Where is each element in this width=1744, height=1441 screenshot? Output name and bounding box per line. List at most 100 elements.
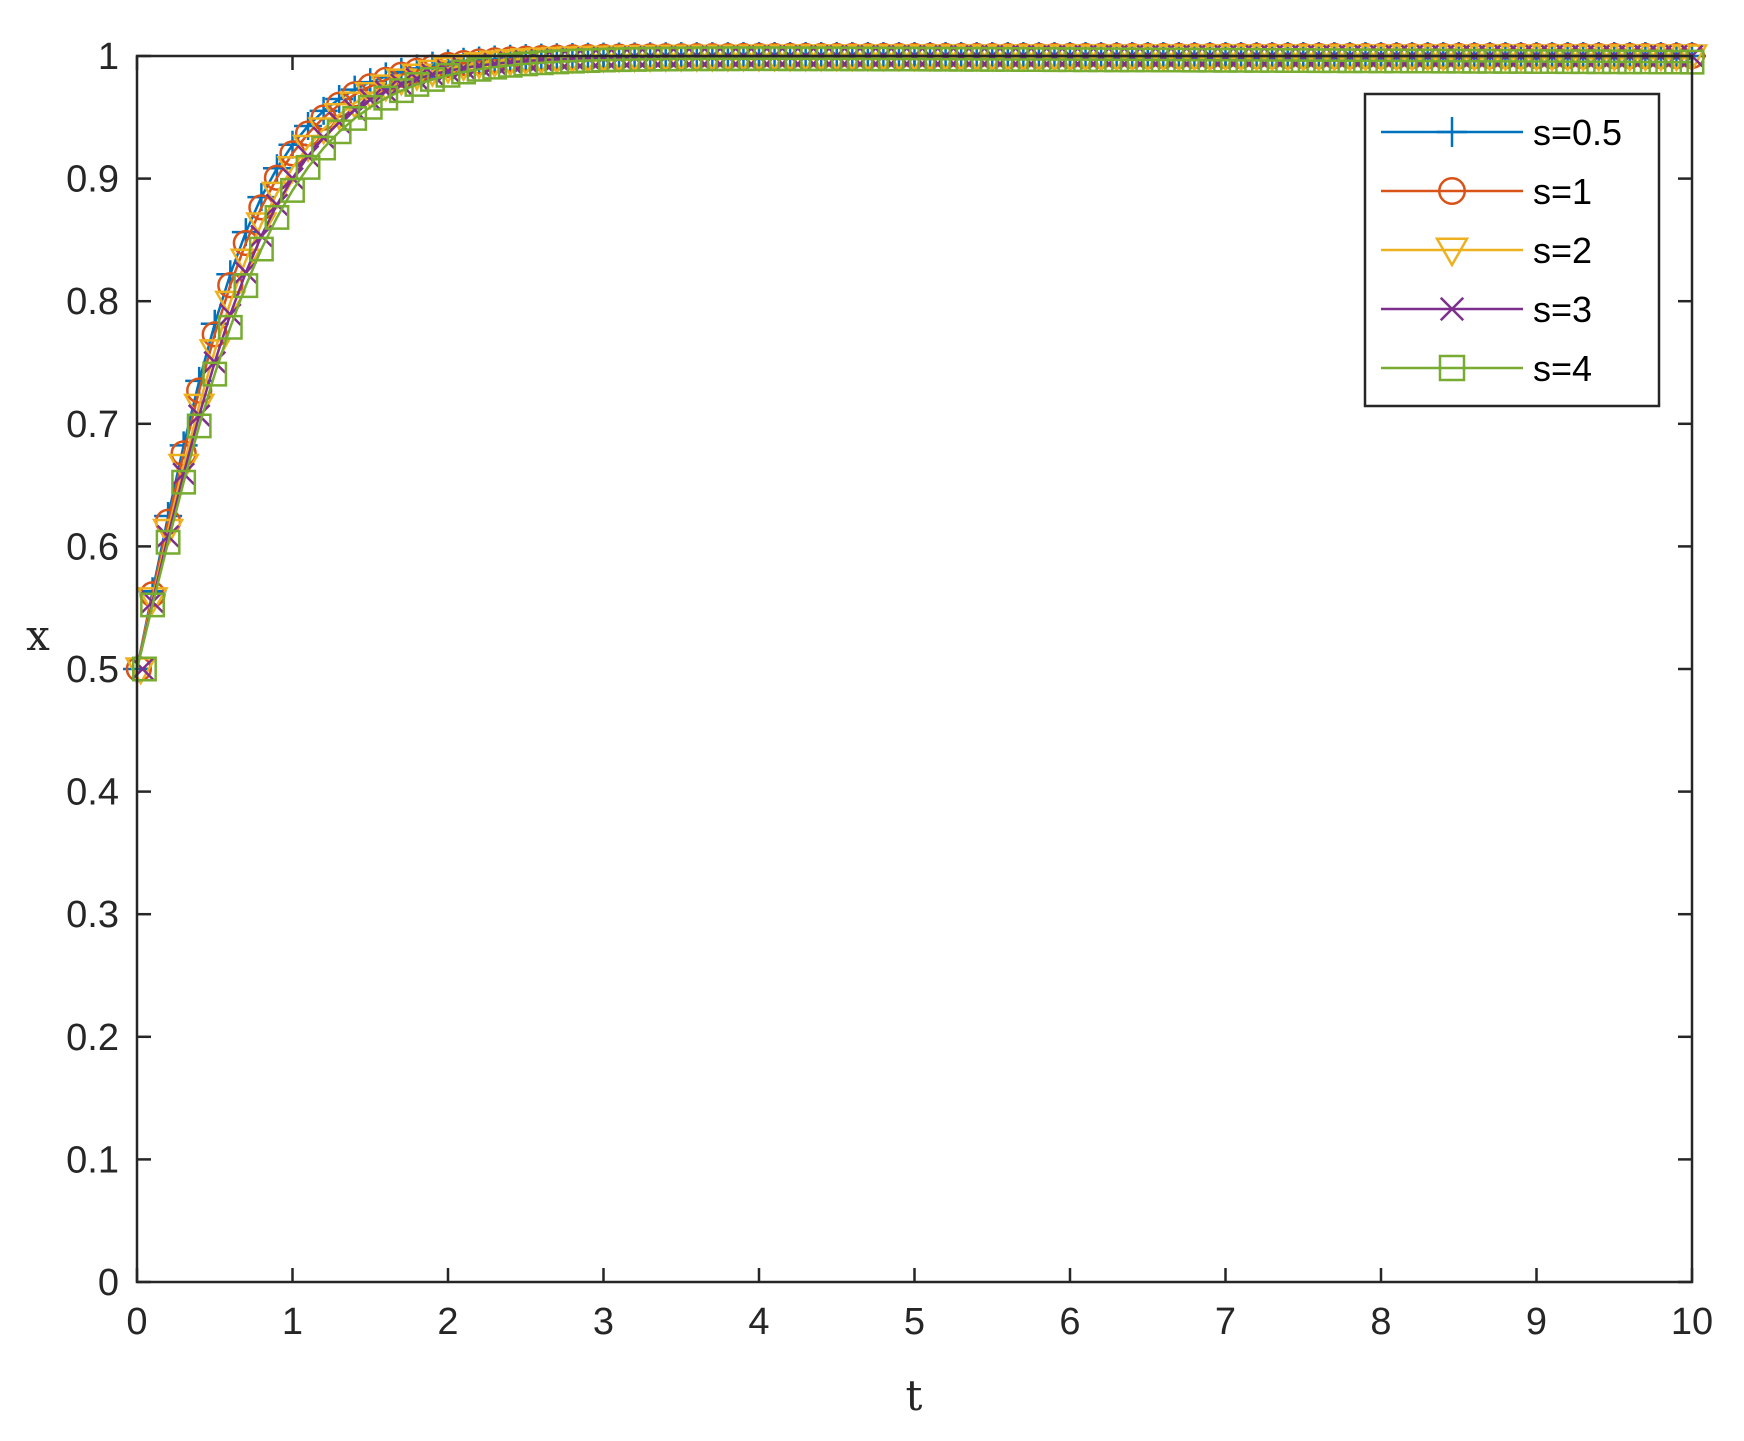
x-tick-label: 4: [748, 1301, 769, 1343]
legend-item: s=0.5: [1381, 112, 1622, 153]
y-tick-label: 1: [98, 36, 119, 78]
data-point: [1520, 44, 1553, 73]
data-point: [1287, 44, 1320, 73]
y-tick-label: 0.4: [66, 772, 119, 814]
legend-item: s=3: [1381, 289, 1592, 330]
legend-label: s=3: [1533, 289, 1592, 330]
data-point: [1053, 44, 1087, 73]
data-point: [132, 656, 157, 682]
x-tick-label: 6: [1059, 1301, 1080, 1343]
x-tick-label: 9: [1526, 1301, 1547, 1343]
data-point: [1364, 44, 1398, 73]
legend-marker: [1437, 117, 1467, 147]
y-axis-title: x: [26, 611, 50, 660]
y-tick-label: 0.6: [66, 526, 119, 568]
data-point: [944, 44, 978, 73]
x-tick-label: 10: [1671, 1301, 1713, 1343]
data-point: [1582, 44, 1615, 73]
x-tick-label: 2: [437, 1301, 458, 1343]
data-point: [1162, 44, 1196, 73]
data-point: [1271, 44, 1304, 73]
legend-label: s=0.5: [1533, 112, 1622, 153]
data-point: [233, 273, 259, 299]
data-point: [1551, 44, 1584, 73]
data-point: [1473, 44, 1507, 73]
legend-marker: [1439, 296, 1465, 322]
data-point: [1007, 44, 1040, 73]
data-point: [229, 248, 263, 277]
legend-marker: [1438, 177, 1466, 205]
data-point: [1427, 44, 1460, 73]
data-point: [186, 413, 212, 439]
x-tick-label: 1: [282, 1301, 303, 1343]
data-point: [1349, 44, 1382, 73]
data-point: [389, 73, 413, 96]
data-point: [217, 314, 243, 340]
data-point: [1193, 44, 1227, 73]
data-point: [976, 44, 1009, 73]
legend-item: s=1: [1381, 171, 1592, 212]
x-tick-label: 8: [1370, 1301, 1391, 1343]
data-point: [265, 193, 289, 217]
data-point: [1302, 44, 1335, 73]
data-point: [264, 205, 290, 230]
data-point: [1209, 44, 1242, 73]
y-tick-label: 0.3: [66, 894, 119, 936]
data-point: [1411, 44, 1444, 73]
data-point: [991, 44, 1024, 73]
data-point: [1116, 44, 1149, 73]
data-point: [172, 462, 196, 486]
data-point: [1442, 44, 1475, 73]
data-point: [343, 98, 367, 122]
data-point: [1458, 44, 1491, 73]
data-point: [374, 79, 398, 103]
data-point: [1147, 44, 1180, 73]
data-point: [1240, 44, 1273, 73]
plot-frame: [135, 54, 1694, 1284]
data-point: [1660, 44, 1693, 73]
data-point: [1380, 44, 1413, 73]
legend-item: s=4: [1381, 348, 1592, 389]
data-point: [155, 529, 181, 555]
legend: s=0.5 s=1 s=2 s=3 s=4: [1363, 92, 1661, 408]
x-tick-label: 7: [1215, 1301, 1236, 1343]
data-point: [1333, 44, 1367, 73]
data-point: [1679, 49, 1705, 75]
data-point: [140, 592, 165, 618]
data-point: [1504, 44, 1538, 73]
data-point: [156, 524, 180, 548]
data-point: [248, 236, 274, 262]
y-tick-label: 0.8: [66, 281, 119, 323]
data-point: [913, 44, 947, 73]
data-point: [214, 290, 247, 319]
data-point: [1489, 44, 1522, 73]
data-point: [1598, 44, 1631, 73]
y-tick-label: 0.9: [66, 159, 119, 201]
y-tick-label: 0.2: [66, 1017, 119, 1059]
data-point: [234, 261, 258, 284]
legend-item: s=2: [1381, 230, 1592, 271]
data-point: [1613, 44, 1646, 73]
x-tick-label: 5: [904, 1301, 925, 1343]
data-point: [1084, 44, 1118, 73]
data-point: [898, 44, 931, 73]
series-s=4: [132, 46, 1705, 682]
data-point: [245, 212, 278, 241]
legend-marker: [1438, 354, 1466, 382]
legend-label: s=2: [1533, 230, 1592, 271]
legend-marker: [1434, 237, 1470, 268]
data-point: [1224, 44, 1258, 73]
data-point: [1644, 44, 1678, 73]
data-point: [1535, 44, 1569, 73]
y-tick-label: 0: [98, 1262, 119, 1304]
x-tick-label: 3: [593, 1301, 614, 1343]
legend-label: s=4: [1533, 348, 1592, 389]
data-point: [1629, 44, 1662, 73]
data-point: [1675, 44, 1709, 73]
data-point: [1255, 44, 1289, 73]
x-axis-title: t: [906, 1371, 923, 1420]
data-point: [1566, 44, 1600, 73]
y-tick-label: 0.1: [66, 1139, 119, 1181]
data-point: [960, 44, 993, 73]
